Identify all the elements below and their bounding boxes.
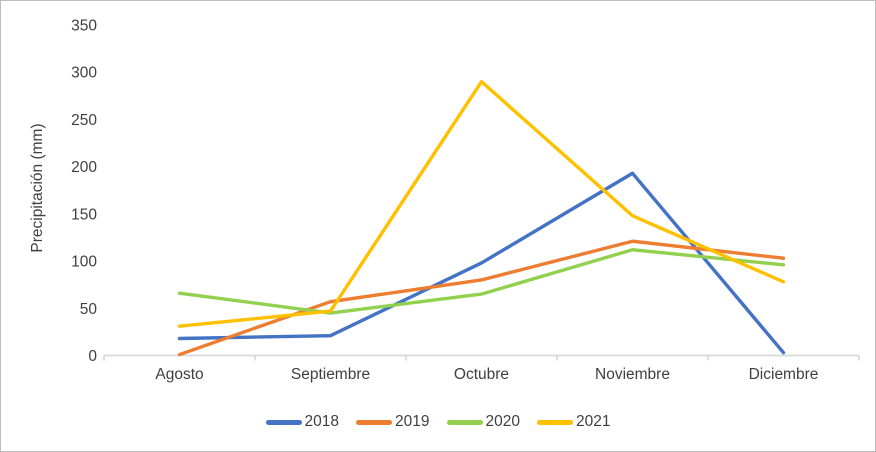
y-tick-label-250: 250 [71, 112, 97, 129]
series-line-2021 [177, 79, 786, 328]
y-tick-label-150: 150 [71, 206, 97, 223]
y-tick-label-300: 300 [71, 65, 97, 82]
legend-swatch-icon-2021 [536, 419, 573, 425]
legend-item-2021: 2021 [536, 413, 611, 431]
axis-labels: 0 50 100 150 200 250 300 350 Agosto Septiembre Oct… [71, 18, 818, 384]
legend-swatch-icon-2019 [356, 419, 393, 425]
y-tick-label-200: 200 [71, 159, 97, 176]
y-tick-label-50: 50 [80, 301, 98, 318]
legend-item-2018: 2018 [265, 413, 340, 431]
legend-label-2021: 2021 [575, 413, 611, 431]
legend-item-2019: 2019 [356, 413, 430, 431]
x-category-label-noviembre: Noviembre [595, 366, 670, 383]
x-category-label-diciembre: Diciembre [749, 366, 819, 383]
x-category-label-octubre: Octubre [454, 366, 509, 383]
legend-swatch-icon-2020 [446, 419, 483, 425]
legend-label-2020: 2020 [485, 413, 520, 431]
y-tick-label-100: 100 [71, 254, 97, 271]
series-line-2019 [177, 239, 786, 357]
legend-item-2020: 2020 [446, 413, 520, 431]
axes [103, 354, 860, 361]
series-lines [177, 79, 786, 357]
series-line-2018 [177, 171, 786, 355]
legend: 2018 2019 2020 2021 [1, 410, 875, 434]
y-tick-label-350: 350 [71, 18, 97, 35]
series-line-2020 [177, 248, 786, 315]
x-category-label-septiembre: Septiembre [291, 366, 370, 383]
x-category-label-agosto: Agosto [155, 366, 203, 383]
legend-label-2018: 2018 [304, 413, 340, 431]
legend-swatch-icon-2018 [265, 419, 302, 425]
y-axis-title: Precipitación (mm) [29, 123, 46, 252]
y-tick-label-0: 0 [88, 348, 97, 365]
legend-label-2019: 2019 [395, 413, 430, 431]
